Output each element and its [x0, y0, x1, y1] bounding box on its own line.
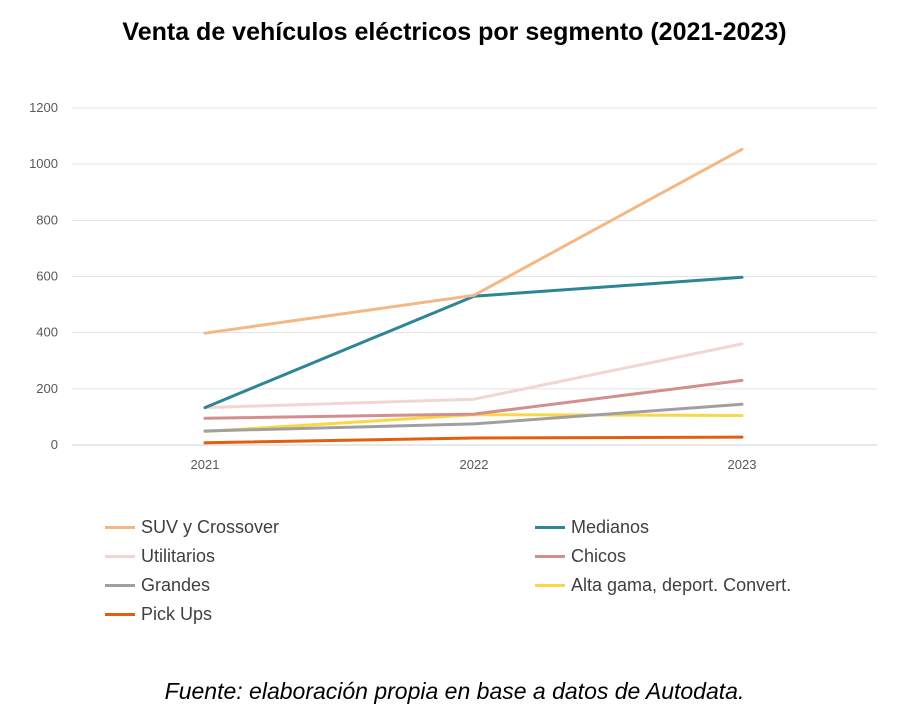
series-line-utilitarios — [203, 342, 744, 410]
x-tick-label: 2022 — [460, 457, 489, 472]
y-tick-label: 0 — [51, 437, 58, 452]
y-tick-label: 200 — [36, 381, 58, 396]
series-lines — [203, 147, 744, 445]
y-tick-label: 800 — [36, 212, 58, 227]
y-axis-ticks: 0 200 400 600 800 1000 1200 — [29, 100, 58, 452]
x-tick-label: 2021 — [191, 457, 220, 472]
series-line-chicos — [203, 378, 744, 420]
chart-title: Venta de vehículos eléctricos por segmen… — [122, 18, 787, 46]
y-tick-label: 400 — [36, 325, 58, 340]
x-axis-ticks: 2021 2022 2023 — [191, 457, 757, 472]
y-tick-label: 600 — [36, 269, 58, 284]
series-line-grandes — [203, 402, 744, 433]
series-line-suv-y-crossover — [203, 147, 744, 335]
series-line-pick-ups — [203, 435, 744, 445]
gridlines — [72, 107, 877, 446]
x-tick-label: 2023 — [728, 457, 757, 472]
y-tick-label: 1000 — [29, 156, 58, 171]
source-note: Fuente: elaboración propia en base a dat… — [164, 678, 745, 704]
y-tick-label: 1200 — [29, 100, 58, 115]
